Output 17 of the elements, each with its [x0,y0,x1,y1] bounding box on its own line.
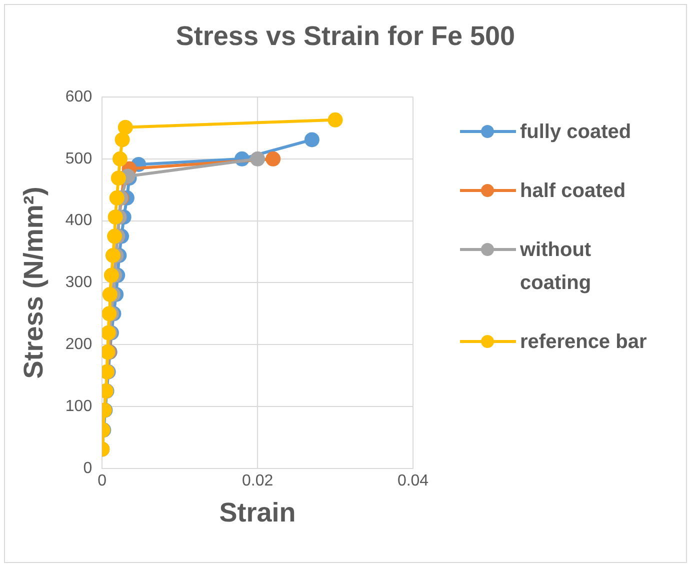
y-tick-label: 400 [65,212,92,230]
legend-label: reference bar [520,330,648,355]
legend-label: half coated [520,179,627,204]
y-tick-label: 500 [65,150,92,168]
y-tick-label: 300 [65,274,92,292]
legend-label: fully coated [520,120,632,145]
y-tick-label: 200 [65,336,92,354]
chart-title: Stress vs Strain for Fe 500 [174,21,516,52]
y-axis-title: Stress (N/mm²) [18,186,49,379]
y-tick-label: 600 [65,88,92,106]
y-tick-label: 100 [65,398,92,415]
x-axis-title: Strain [219,497,296,528]
x-tick-label: 0 [98,472,107,490]
x-tick-label: 0.02 [242,472,274,490]
legend-label: without coating [520,238,592,296]
y-tick-label: 0 [83,460,92,477]
x-tick-label: 0.04 [397,472,429,490]
